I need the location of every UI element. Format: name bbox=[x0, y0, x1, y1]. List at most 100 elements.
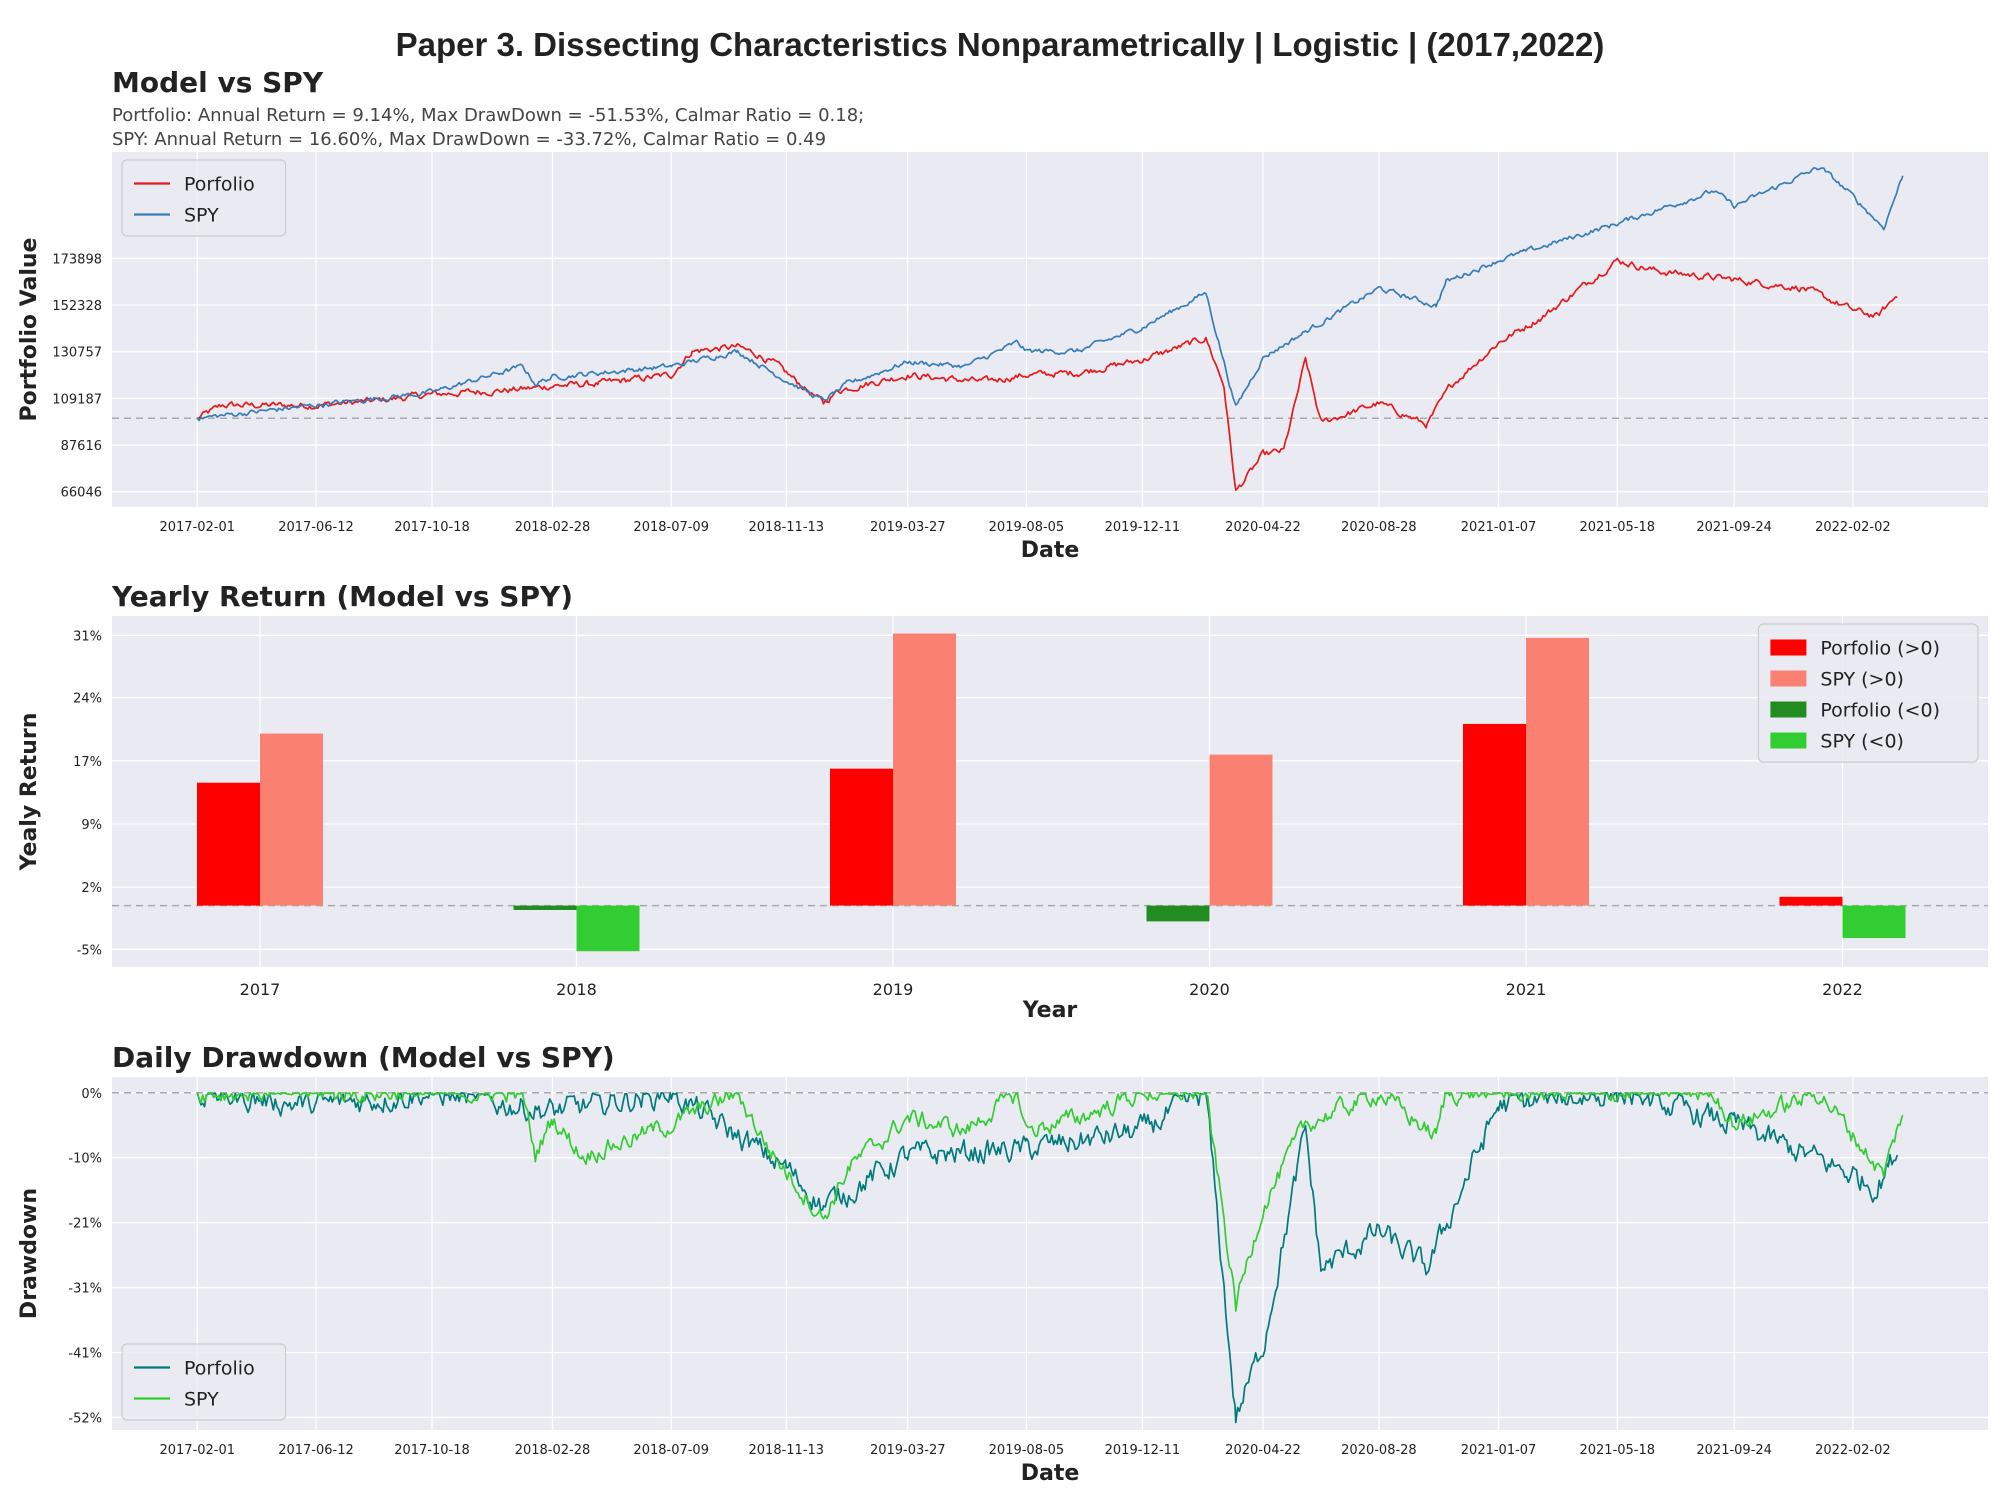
y-tick-label: -5% bbox=[77, 943, 102, 958]
panel-3-x-axis-label: Date bbox=[1021, 1461, 1080, 1486]
bar-spy-2017 bbox=[260, 733, 323, 906]
legend-label: Porfolio bbox=[184, 174, 255, 196]
y-tick-label: 9% bbox=[81, 818, 102, 833]
bar-spy-2019 bbox=[893, 633, 956, 906]
x-tick-label: 2017-06-12 bbox=[278, 1443, 354, 1458]
panel-3-gridlines bbox=[112, 1077, 1988, 1430]
y-tick-label: 24% bbox=[73, 692, 102, 707]
y-tick-label: 87616 bbox=[61, 439, 102, 454]
panel-2-title: Yearly Return (Model vs SPY) bbox=[111, 580, 573, 613]
panel-2-y-axis-label: Yealy Return bbox=[17, 713, 42, 872]
panel-1-plot-area bbox=[112, 152, 1988, 507]
y-tick-label: -31% bbox=[68, 1282, 102, 1297]
x-tick-label: 2022-02-02 bbox=[1815, 520, 1891, 535]
panel-1-series bbox=[196, 167, 1904, 491]
x-tick-label: 2021-01-07 bbox=[1461, 520, 1537, 535]
x-tick-label: 2018-02-28 bbox=[515, 1443, 591, 1458]
legend-label: SPY bbox=[184, 205, 219, 227]
legend-label: Porfolio (<0) bbox=[1820, 700, 1940, 722]
x-tick-label: 2019-08-05 bbox=[989, 520, 1065, 535]
legend-frame bbox=[1757, 623, 1979, 763]
y-tick-label: -52% bbox=[68, 1411, 102, 1426]
panel-2-x-axis-label: Year bbox=[1022, 998, 1078, 1023]
bar-portfolio-2021 bbox=[1463, 723, 1526, 906]
y-tick-label: 66046 bbox=[61, 486, 102, 501]
x-tick-label: 2022-02-02 bbox=[1815, 1443, 1891, 1458]
x-tick-label: 2019-12-11 bbox=[1105, 520, 1181, 535]
x-tick-label: 2018-02-28 bbox=[515, 520, 591, 535]
legend-swatch bbox=[1770, 701, 1807, 718]
panel-2-ticks: -5% 2% 9% 17% 24% 31% 2017 2018 2019 2020 2021 2022 bbox=[73, 629, 1863, 999]
panel-2-bars bbox=[197, 633, 1906, 952]
y-tick-label: 173898 bbox=[52, 252, 102, 267]
y-tick-label: 2% bbox=[81, 881, 102, 896]
x-tick-label: 2017 bbox=[240, 980, 281, 999]
legend-swatch bbox=[1770, 639, 1807, 656]
bar-portfolio-2022 bbox=[1779, 896, 1843, 906]
x-tick-label: 2019-03-27 bbox=[870, 1443, 946, 1458]
panel-1-subtitle-spy: SPY: Annual Return = 16.60%, Max DrawDow… bbox=[112, 129, 826, 150]
x-tick-label: 2017-10-18 bbox=[394, 1443, 470, 1458]
x-tick-label: 2019 bbox=[873, 980, 914, 999]
panel-2-plot-area bbox=[112, 616, 1988, 967]
x-tick-label: 2018-07-09 bbox=[633, 1443, 709, 1458]
y-tick-label: 152328 bbox=[52, 299, 102, 314]
panel-3-title: Daily Drawdown (Model vs SPY) bbox=[112, 1041, 615, 1074]
bar-spy-2021 bbox=[1526, 637, 1589, 906]
x-tick-label: 2021-01-07 bbox=[1461, 1443, 1537, 1458]
panel-yearly-return: Yearly Return (Model vs SPY) -5% 2% 9% 17% 2… bbox=[17, 580, 1988, 1023]
legend-swatch bbox=[1770, 670, 1807, 687]
x-tick-label: 2019-12-11 bbox=[1105, 1443, 1181, 1458]
panel-1-ticks: 2017-02-01 2017-06-12 2017-10-18 2018-02-28… bbox=[52, 252, 1890, 535]
x-tick-label: 2019-03-27 bbox=[870, 520, 946, 535]
series-line-spy bbox=[196, 167, 1904, 422]
x-tick-label: 2018 bbox=[556, 980, 597, 999]
legend-swatch bbox=[1770, 732, 1807, 749]
panel-1-subtitle-portfolio: Portfolio: Annual Return = 9.14%, Max Dr… bbox=[112, 105, 864, 126]
x-tick-label: 2022 bbox=[1822, 980, 1863, 999]
panel-3-legend: Porfolio SPY bbox=[121, 1343, 287, 1421]
bar-spy-2018 bbox=[576, 905, 640, 952]
panel-model-vs-spy: Model vs SPY Portfolio: Annual Return = … bbox=[17, 66, 1988, 563]
x-tick-label: 2018-07-09 bbox=[633, 520, 709, 535]
drawdown-line-spy bbox=[196, 1091, 1904, 1312]
x-tick-label: 2018-11-13 bbox=[749, 1443, 825, 1458]
figure-title: Paper 3. Dissecting Characteristics Nonp… bbox=[396, 26, 1605, 63]
panel-3-plot-area bbox=[112, 1077, 1988, 1430]
legend-label: Porfolio bbox=[184, 1358, 255, 1380]
series-line-porfolio bbox=[197, 257, 1898, 491]
y-tick-label: 130757 bbox=[52, 346, 102, 361]
panel-3-ticks: 2017-02-01 2017-06-12 2017-10-18 2018-02-28… bbox=[68, 1087, 1890, 1458]
x-tick-label: 2020 bbox=[1189, 980, 1230, 999]
legend-frame bbox=[121, 159, 287, 237]
x-tick-label: 2017-02-01 bbox=[159, 520, 235, 535]
bar-portfolio-2017 bbox=[197, 782, 260, 906]
x-tick-label: 2021-09-24 bbox=[1696, 1443, 1772, 1458]
x-tick-label: 2021-05-18 bbox=[1579, 1443, 1655, 1458]
y-tick-label: 0% bbox=[81, 1087, 102, 1102]
x-tick-label: 2017-06-12 bbox=[278, 520, 354, 535]
panel-1-x-axis-label: Date bbox=[1021, 538, 1080, 563]
x-tick-label: 2020-04-22 bbox=[1225, 1443, 1301, 1458]
legend-label: SPY (>0) bbox=[1820, 669, 1904, 691]
legend-label: SPY bbox=[184, 1389, 219, 1411]
legend-label: Porfolio (>0) bbox=[1820, 638, 1940, 660]
x-tick-label: 2020-08-28 bbox=[1341, 1443, 1417, 1458]
y-tick-label: 17% bbox=[73, 755, 102, 770]
x-tick-label: 2017-02-01 bbox=[159, 1443, 235, 1458]
bar-spy-2020 bbox=[1209, 754, 1273, 906]
x-tick-label: 2021 bbox=[1506, 980, 1547, 999]
panel-daily-drawdown: Daily Drawdown (Model vs SPY) 2017-02-01… bbox=[17, 1041, 1988, 1486]
x-tick-label: 2021-05-18 bbox=[1579, 520, 1655, 535]
panel-1-y-axis-label: Portfolio Value bbox=[17, 238, 42, 422]
x-tick-label: 2020-08-28 bbox=[1341, 520, 1417, 535]
panel-1-gridlines bbox=[112, 152, 1988, 507]
bar-portfolio-2019 bbox=[830, 768, 893, 906]
x-tick-label: 2019-08-05 bbox=[989, 1443, 1065, 1458]
y-tick-label: -10% bbox=[68, 1152, 102, 1167]
y-tick-label: 31% bbox=[73, 629, 102, 644]
panel-3-series bbox=[196, 1091, 1904, 1424]
x-tick-label: 2017-10-18 bbox=[394, 520, 470, 535]
panel-1-legend: Porfolio SPY bbox=[121, 159, 287, 237]
